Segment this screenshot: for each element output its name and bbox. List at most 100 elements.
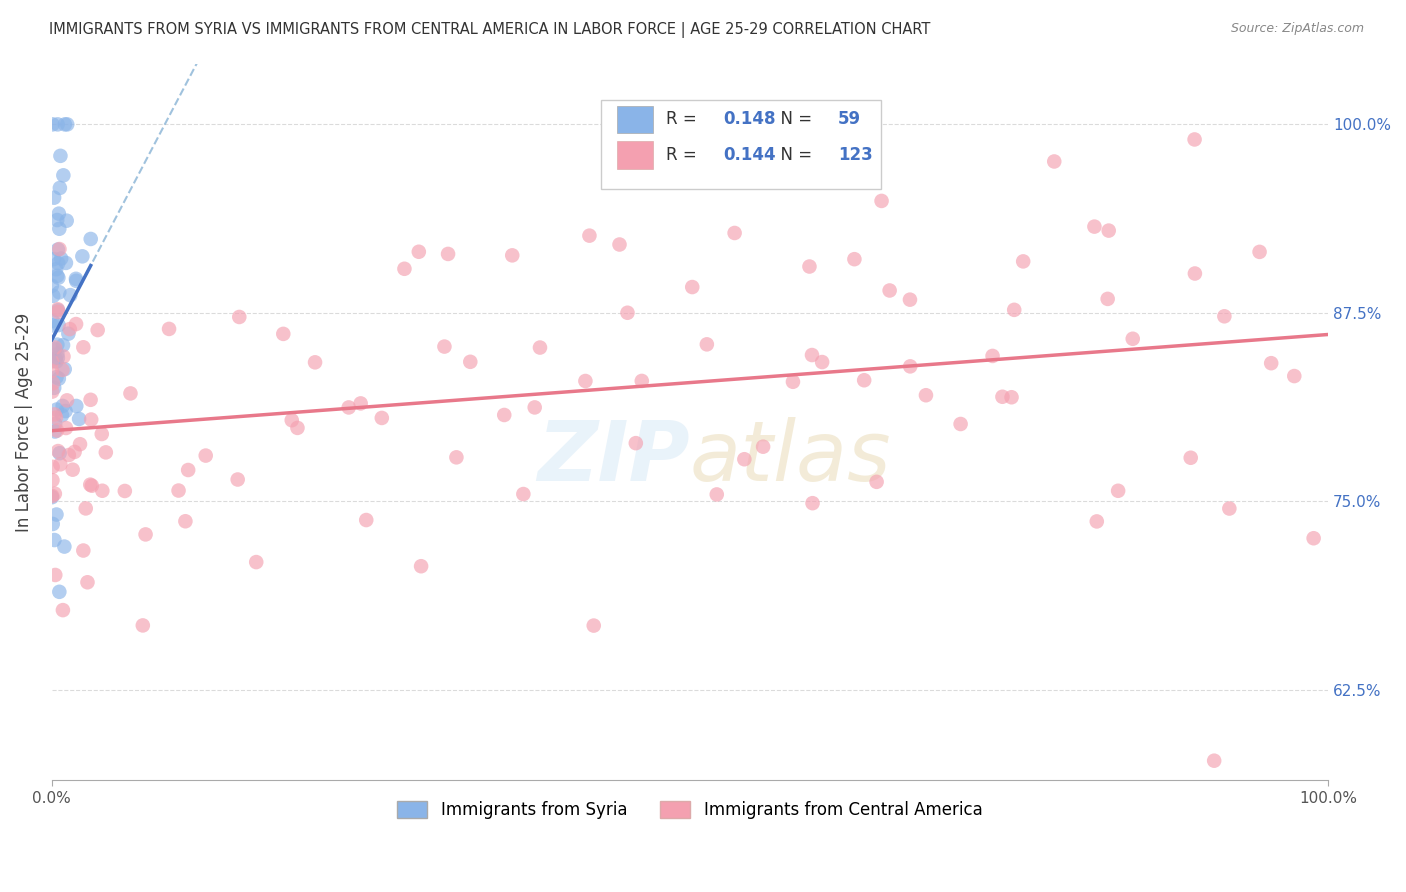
Point bbox=[624, 436, 647, 450]
Point bbox=[616, 306, 638, 320]
Point bbox=[46, 303, 69, 318]
Point bbox=[62, 463, 84, 477]
Point bbox=[49, 181, 72, 195]
Point bbox=[58, 326, 80, 341]
Point bbox=[48, 207, 70, 221]
Point bbox=[52, 169, 75, 183]
Point bbox=[898, 293, 921, 307]
Point bbox=[523, 401, 546, 415]
Point bbox=[135, 527, 157, 541]
Point bbox=[1184, 267, 1206, 281]
Point bbox=[46, 256, 69, 270]
Point bbox=[52, 603, 75, 617]
Point bbox=[48, 318, 70, 332]
Point bbox=[1085, 515, 1108, 529]
Point bbox=[49, 149, 72, 163]
Point bbox=[69, 437, 91, 451]
Point bbox=[801, 496, 824, 510]
Point bbox=[48, 446, 70, 460]
Point bbox=[228, 310, 250, 324]
Text: R =: R = bbox=[665, 146, 702, 164]
Point bbox=[578, 228, 600, 243]
Point bbox=[72, 543, 94, 558]
Point bbox=[1213, 310, 1236, 324]
Point bbox=[1012, 254, 1035, 268]
Point bbox=[46, 117, 69, 131]
Point bbox=[1098, 224, 1121, 238]
FancyBboxPatch shape bbox=[617, 105, 652, 133]
Point bbox=[52, 350, 75, 364]
Point bbox=[63, 445, 86, 459]
Point bbox=[86, 323, 108, 337]
Point bbox=[271, 326, 294, 341]
Point bbox=[80, 412, 103, 426]
Point bbox=[42, 376, 65, 391]
Point bbox=[56, 117, 79, 131]
Point bbox=[44, 533, 66, 547]
Point bbox=[44, 341, 66, 355]
Point bbox=[46, 302, 69, 317]
Point bbox=[48, 584, 70, 599]
Point bbox=[45, 508, 67, 522]
Point bbox=[44, 381, 66, 395]
Point bbox=[41, 364, 63, 378]
Point bbox=[65, 274, 87, 288]
Point bbox=[44, 486, 66, 500]
Point bbox=[46, 424, 69, 438]
Point bbox=[45, 351, 67, 366]
Point bbox=[41, 473, 63, 487]
Point bbox=[706, 487, 728, 501]
Point bbox=[167, 483, 190, 498]
Point bbox=[52, 399, 75, 413]
Point bbox=[42, 252, 65, 266]
Point bbox=[582, 618, 605, 632]
Point bbox=[157, 322, 180, 336]
Point bbox=[733, 452, 755, 467]
Point bbox=[681, 280, 703, 294]
Point bbox=[59, 322, 82, 336]
Point bbox=[870, 194, 893, 208]
Point bbox=[41, 314, 63, 328]
Point bbox=[433, 340, 456, 354]
Point bbox=[41, 490, 63, 504]
Point bbox=[41, 354, 63, 368]
Point bbox=[194, 449, 217, 463]
Point bbox=[1284, 369, 1306, 384]
Point bbox=[45, 370, 67, 384]
Point bbox=[55, 213, 77, 227]
Text: atlas: atlas bbox=[690, 417, 891, 499]
Text: IMMIGRANTS FROM SYRIA VS IMMIGRANTS FROM CENTRAL AMERICA IN LABOR FORCE | AGE 25: IMMIGRANTS FROM SYRIA VS IMMIGRANTS FROM… bbox=[49, 22, 931, 38]
Point bbox=[752, 440, 775, 454]
Point bbox=[52, 338, 75, 352]
Point bbox=[44, 408, 66, 422]
Point bbox=[76, 575, 98, 590]
Point bbox=[991, 390, 1014, 404]
Point bbox=[1043, 154, 1066, 169]
Point bbox=[1107, 483, 1129, 498]
Point bbox=[44, 417, 66, 431]
Point bbox=[1218, 501, 1240, 516]
FancyBboxPatch shape bbox=[600, 100, 882, 189]
Point bbox=[51, 409, 73, 423]
Point bbox=[65, 399, 87, 413]
Point bbox=[1002, 302, 1025, 317]
Point bbox=[44, 568, 66, 582]
Point bbox=[41, 318, 63, 333]
Point bbox=[48, 242, 70, 256]
Point bbox=[1204, 754, 1226, 768]
Point bbox=[53, 540, 76, 554]
Point bbox=[53, 362, 76, 376]
Point bbox=[46, 268, 69, 283]
Point bbox=[879, 284, 901, 298]
Point bbox=[42, 516, 65, 531]
Text: R =: R = bbox=[665, 111, 702, 128]
Point bbox=[501, 248, 523, 262]
Point bbox=[1180, 450, 1202, 465]
Point bbox=[458, 355, 481, 369]
Point bbox=[1260, 356, 1282, 370]
Point bbox=[226, 473, 249, 487]
Point bbox=[898, 359, 921, 374]
Text: Source: ZipAtlas.com: Source: ZipAtlas.com bbox=[1230, 22, 1364, 36]
Point bbox=[844, 156, 866, 170]
Point bbox=[49, 458, 72, 472]
